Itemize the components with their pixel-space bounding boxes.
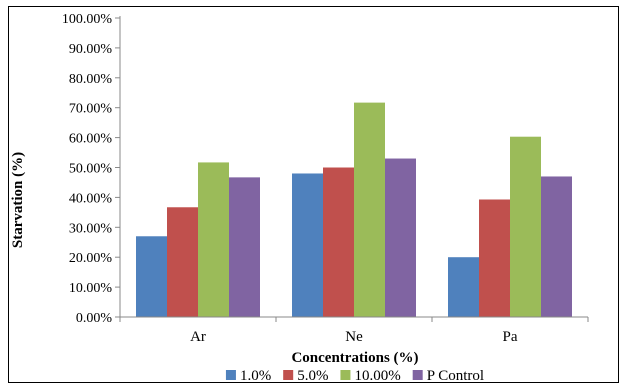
- bar-ar-2: [198, 162, 229, 317]
- y-tick-label: 30.00%: [69, 221, 113, 236]
- y-tick-label: 60.00%: [69, 132, 113, 147]
- x-tick-label: Ne: [345, 329, 363, 345]
- legend-label: P Control: [427, 368, 484, 384]
- legend-swatch: [283, 370, 294, 380]
- bar-ar-0: [136, 236, 167, 317]
- x-tick-label: Pa: [503, 329, 518, 345]
- legend-label: 5.0%: [297, 368, 328, 384]
- legend-swatch: [412, 370, 423, 380]
- legend-item: 1.0%: [225, 368, 271, 384]
- y-tick-label: 70.00%: [69, 102, 113, 117]
- legend: 1.0% 5.0% 10.00% P Control: [225, 368, 484, 384]
- bar-ne-3: [385, 158, 416, 317]
- bar-ne-1: [323, 167, 354, 317]
- legend-label: 10.00%: [354, 368, 400, 384]
- chart-border: [8, 6, 619, 383]
- y-tick-label: 0.00%: [76, 311, 113, 326]
- y-tick-label: 20.00%: [69, 251, 113, 266]
- y-axis-title: Starvation (%): [10, 152, 26, 248]
- bar-ar-3: [229, 177, 260, 317]
- legend-swatch: [340, 370, 351, 380]
- bar-pa-1: [479, 199, 510, 317]
- legend-item: 10.00%: [340, 368, 401, 384]
- bar-pa-0: [448, 257, 479, 317]
- bar-ne-2: [354, 102, 385, 317]
- y-tick-label: 50.00%: [69, 162, 113, 177]
- bar-ar-1: [167, 207, 198, 317]
- y-tick-label: 100.00%: [62, 12, 113, 27]
- legend-item: 5.0%: [283, 368, 328, 384]
- y-tick-label: 10.00%: [69, 281, 113, 296]
- bar-ne-0: [292, 173, 323, 317]
- bar-pa-2: [510, 136, 541, 317]
- x-axis-title: Concentrations (%): [291, 350, 418, 366]
- legend-swatch: [225, 370, 236, 380]
- x-tick-label: Ar: [190, 329, 206, 345]
- y-tick-label: 80.00%: [69, 72, 113, 87]
- bar-pa-3: [541, 176, 572, 317]
- y-tick-label: 40.00%: [69, 191, 113, 206]
- legend-item: P Control: [412, 368, 484, 384]
- y-tick-label: 90.00%: [69, 42, 113, 57]
- legend-label: 1.0%: [240, 368, 271, 384]
